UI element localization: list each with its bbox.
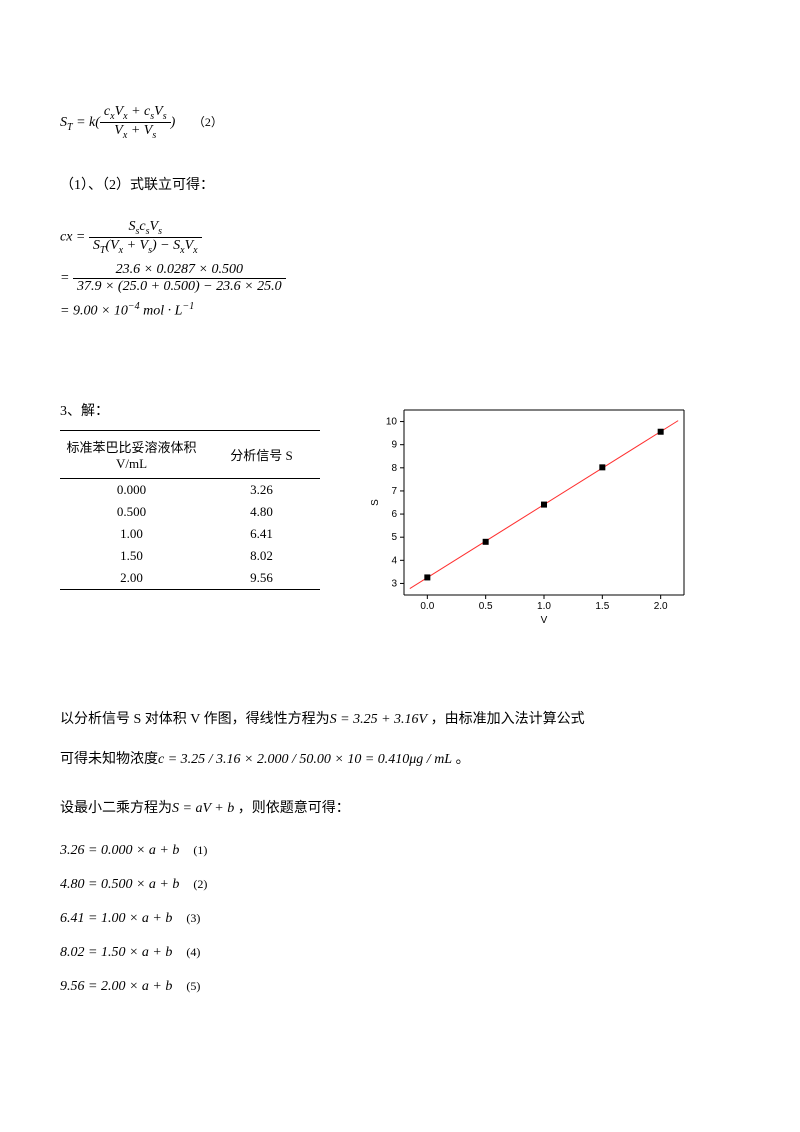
svg-text:0.0: 0.0 — [420, 601, 434, 612]
svg-text:6: 6 — [391, 509, 397, 520]
paragraph-3: 设最小二乘方程为S = aV + b ，则依题意可得： — [60, 794, 740, 825]
svg-text:7: 7 — [391, 486, 397, 497]
table-col2: 分析信号 S — [203, 430, 320, 478]
svg-text:1.5: 1.5 — [595, 601, 609, 612]
svg-text:5: 5 — [391, 532, 397, 543]
paragraph-1: 以分析信号 S 对体积 V 作图，得线性方程为S = 3.25 + 3.16V … — [60, 705, 740, 736]
table-row: 0.0003.26 — [60, 478, 320, 501]
scatter-line-chart: 0.0 0.5 1.0 1.5 2.0 3 4 5 6 7 8 9 10 V S — [364, 400, 740, 635]
table-row: 1.006.41 — [60, 523, 320, 545]
linear-equation: 3.26 = 0.000 × a + b(1) — [60, 843, 740, 859]
table-row: 1.508.02 — [60, 545, 320, 567]
svg-text:3: 3 — [391, 578, 397, 589]
eq2-lhs: S — [60, 115, 67, 130]
linear-equation: 6.41 = 1.00 × a + b(3) — [60, 911, 740, 927]
table-row: 0.5004.80 — [60, 501, 320, 523]
table-col1: 标准苯巴比妥溶液体积 V/mL — [60, 430, 203, 478]
linear-equation: 4.80 = 0.500 × a + b(2) — [60, 877, 740, 893]
svg-text:10: 10 — [386, 416, 398, 427]
eq2-label: （2） — [193, 113, 223, 130]
eq2-fraction: cxVx + csVs Vx + Vs — [100, 104, 171, 141]
linear-equation: 9.56 = 2.00 × a + b(5) — [60, 979, 740, 995]
section-3-title: 3、解： — [60, 400, 340, 420]
svg-text:4: 4 — [391, 555, 397, 566]
data-table: 标准苯巴比妥溶液体积 V/mL 分析信号 S 0.0003.260.5004.8… — [60, 430, 320, 590]
svg-text:V: V — [541, 615, 548, 626]
svg-text:8: 8 — [391, 462, 397, 473]
equation-2: ST = k( cxVx + csVs Vx + Vs ) （2） — [60, 104, 740, 141]
svg-text:2.0: 2.0 — [654, 601, 668, 612]
derive-text: （1）、（2）式联立可得： — [60, 171, 740, 202]
table-row: 2.009.56 — [60, 567, 320, 590]
paragraph-2: 可得未知物浓度c = 3.25 / 3.16 × 2.000 / 50.00 ×… — [60, 745, 740, 776]
linear-equation: 8.02 = 1.50 × a + b(4) — [60, 945, 740, 961]
svg-text:0.5: 0.5 — [479, 601, 493, 612]
svg-text:S: S — [370, 498, 381, 505]
svg-text:1.0: 1.0 — [537, 601, 551, 612]
equation-list: 3.26 = 0.000 × a + b(1) 4.80 = 0.500 × a … — [60, 843, 740, 995]
equation-cx: cx = SscsVsST(Vx + Vs) − SxVx = 23.6 × 0… — [60, 219, 740, 319]
svg-text:9: 9 — [391, 439, 397, 450]
